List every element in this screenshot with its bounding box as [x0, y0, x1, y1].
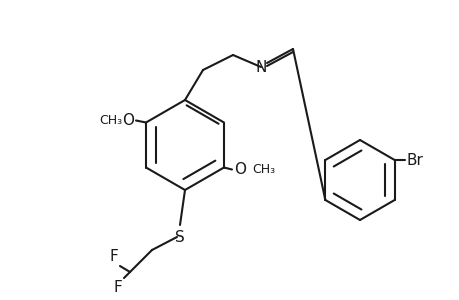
- Text: F: F: [109, 249, 118, 264]
- Text: N: N: [255, 59, 266, 74]
- Text: F: F: [113, 280, 122, 295]
- Text: Br: Br: [406, 152, 423, 167]
- Text: CH₃: CH₃: [252, 163, 274, 176]
- Text: CH₃: CH₃: [99, 114, 122, 127]
- Text: O: O: [122, 113, 134, 128]
- Text: O: O: [234, 162, 246, 177]
- Text: S: S: [175, 230, 185, 245]
